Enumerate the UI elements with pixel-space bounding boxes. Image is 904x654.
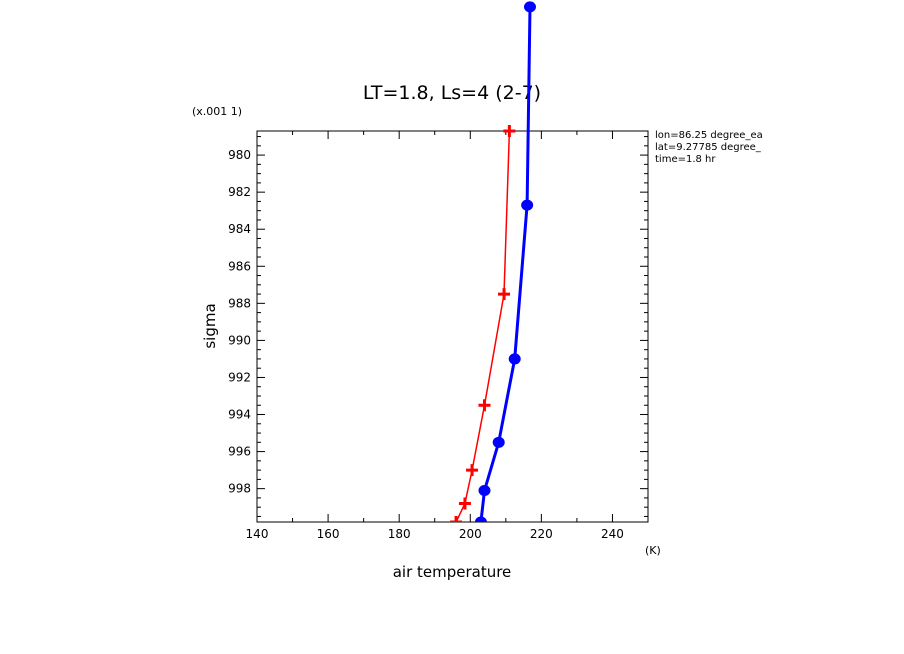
- y-tick-label: 996: [228, 445, 251, 459]
- data-point: [478, 484, 491, 496]
- data-point: [466, 464, 479, 477]
- plot-frame: [256, 130, 649, 523]
- y-tick-label: 984: [228, 222, 251, 236]
- x-tick-label: 180: [388, 527, 411, 541]
- y-tick-label: 994: [228, 408, 251, 422]
- x-tick-label: 140: [246, 527, 269, 541]
- info-line: lat=9.27785 degree_: [655, 142, 762, 153]
- x-tick-label: 200: [459, 527, 482, 541]
- info-line: lon=86.25 degree_ea: [655, 130, 763, 141]
- info-line: time=1.8 hr: [655, 154, 716, 165]
- y-axis: 980 982 984 986 988 990 992 994 996 998: [228, 136, 648, 517]
- y-tick-label: 986: [228, 259, 251, 273]
- y-tick-label: 988: [228, 296, 251, 310]
- data-point: [474, 516, 487, 522]
- y-tick-label: 982: [228, 185, 251, 199]
- data-point: [523, 1, 536, 13]
- data-point: [492, 436, 505, 448]
- x-tick-label: 220: [530, 527, 553, 541]
- y-tick-label: 992: [228, 370, 251, 384]
- series-line: [455, 130, 511, 522]
- data-point: [450, 516, 463, 522]
- y-axis-label: sigma: [201, 303, 219, 348]
- y-tick-label: 990: [228, 333, 251, 347]
- series-group: [450, 1, 536, 522]
- data-point: [458, 497, 471, 510]
- data-point: [503, 125, 516, 137]
- series-1: [450, 125, 516, 522]
- data-point: [521, 199, 534, 211]
- series-2: [474, 1, 536, 522]
- chart-title: LT=1.8, Ls=4 (2-7): [363, 82, 541, 104]
- data-point: [478, 399, 491, 412]
- y-tick-label: 998: [228, 482, 251, 496]
- x-tick-label: 160: [317, 527, 340, 541]
- y-scale-note: (x.001 1): [192, 105, 242, 118]
- x-axis: 140 160 180 200 220 240: [246, 131, 649, 541]
- x-axis-label: air temperature: [393, 563, 512, 581]
- data-point: [498, 288, 511, 301]
- data-point: [508, 353, 521, 365]
- y-tick-label: 980: [228, 148, 251, 162]
- x-tick-label: 240: [601, 527, 624, 541]
- x-unit-label: (K): [645, 544, 661, 557]
